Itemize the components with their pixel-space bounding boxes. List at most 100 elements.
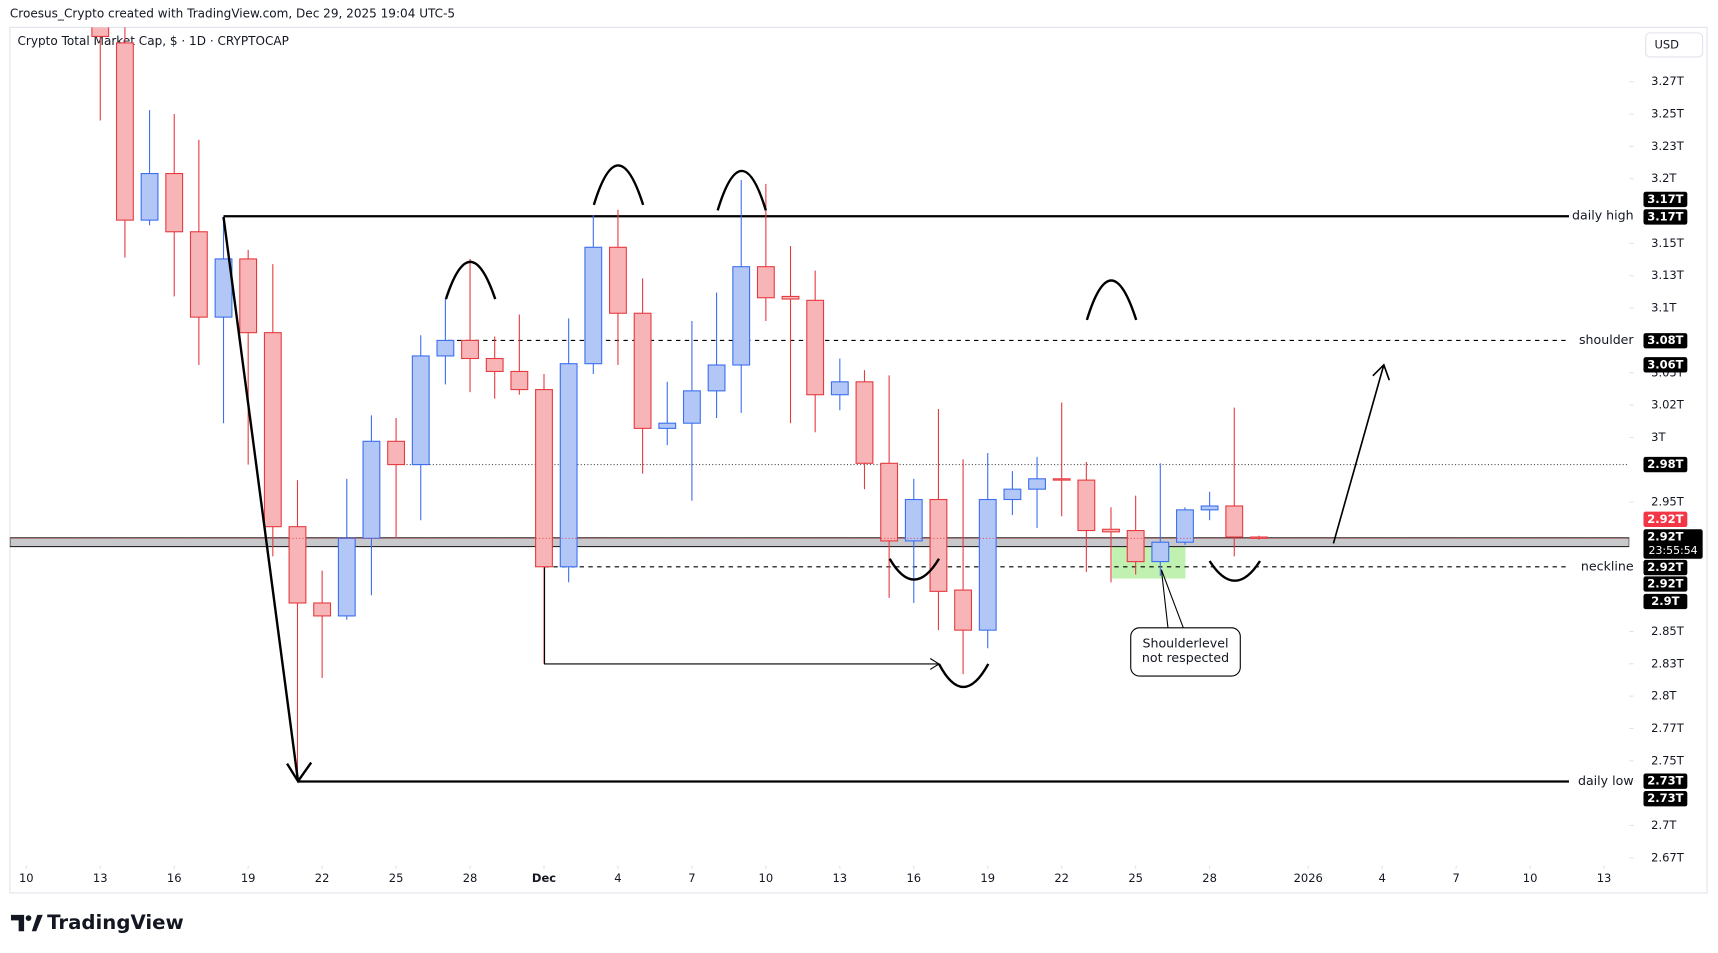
candle-body	[165, 173, 184, 233]
price-badge	[1643, 593, 1688, 610]
x-tick-label: 13	[93, 871, 108, 885]
x-tick-label: 10	[19, 871, 34, 885]
candle-body	[1200, 505, 1219, 511]
price-badge	[1643, 511, 1688, 528]
x-tick-label: 25	[389, 871, 404, 885]
arrow	[543, 567, 941, 670]
x-tick-label: 4	[614, 871, 621, 885]
brand-logo	[10, 914, 43, 932]
brand: TradingView	[47, 911, 184, 934]
x-tick-label: 10	[759, 871, 774, 885]
level-label-bg	[1568, 773, 1635, 790]
candle-body	[756, 266, 775, 299]
candle-body	[387, 440, 406, 466]
candle-body	[609, 246, 627, 314]
y-tick-label: 3.13T	[1651, 268, 1685, 282]
candle-body	[855, 381, 874, 464]
y-tick-label: 3.15T	[1651, 236, 1685, 250]
price-badge	[1643, 529, 1703, 559]
callout-pointer	[1160, 569, 1184, 629]
price-badge-text: 3.06T	[1647, 357, 1683, 371]
candle-body	[978, 498, 997, 631]
arc	[937, 663, 990, 689]
x-tick-label: 13	[1597, 871, 1612, 885]
candle-body	[1151, 541, 1170, 563]
candle-body	[337, 537, 356, 617]
candle-body	[288, 526, 307, 604]
candle-body	[263, 332, 282, 528]
candle-body	[510, 370, 529, 391]
candle-body	[781, 295, 800, 300]
candle-body	[436, 339, 455, 357]
x-tick-label: 28	[1202, 871, 1217, 885]
candle-body	[313, 602, 332, 617]
x-tick-label: 22	[1054, 871, 1069, 885]
price-badge-text: 2.73T	[1647, 774, 1683, 788]
y-tick-label: 2.67T	[1651, 850, 1685, 864]
callout-text: Shoulderlevel	[1142, 636, 1228, 651]
level-label: daily low	[1578, 773, 1634, 788]
y-tick-label: 2.85T	[1651, 624, 1685, 638]
candle-body	[485, 357, 504, 373]
price-badge-text: 3.17T	[1647, 192, 1683, 206]
level-label-bg	[1568, 332, 1635, 349]
price-badge	[1643, 456, 1688, 473]
candle-body	[1052, 478, 1071, 481]
x-tick-label: Dec	[532, 871, 556, 885]
y-tick-label: 3.1T	[1651, 301, 1677, 315]
candle-body	[461, 339, 479, 360]
candle-body	[140, 173, 159, 221]
arc	[444, 260, 497, 300]
x-tick-label: 4	[1379, 871, 1386, 885]
price-badge	[1643, 773, 1688, 789]
currency-button[interactable]	[1645, 32, 1704, 58]
candle-body	[535, 389, 553, 568]
candle-body	[830, 381, 849, 396]
price-badge-text: 2.92T	[1647, 560, 1683, 574]
y-tick-label: 2.8T	[1651, 689, 1677, 703]
x-tick-label: 13	[833, 871, 848, 885]
price-badge-text: 3.17T	[1647, 209, 1683, 223]
price-badge	[1643, 191, 1688, 208]
candle-body	[732, 266, 751, 366]
level-label: shoulder	[1579, 332, 1634, 347]
price-badge	[1643, 576, 1688, 592]
arc	[716, 169, 768, 211]
chart-title: Crypto Total Market Cap, $ · 1D · CRYPTO…	[18, 34, 289, 48]
candle-body	[806, 299, 825, 396]
candle-body	[954, 589, 973, 631]
y-tick-label: 2.77T	[1651, 721, 1685, 735]
price-badge	[1643, 357, 1688, 373]
candle-body	[1003, 488, 1022, 501]
candle-body	[1028, 478, 1046, 490]
level-label-bg	[1568, 208, 1635, 224]
y-tick-label: 2.83T	[1651, 656, 1685, 670]
candle-body	[1176, 509, 1194, 543]
currency[interactable]: USD	[1654, 37, 1679, 51]
candle-body	[880, 462, 899, 542]
candle-body	[929, 498, 948, 592]
arrow	[1332, 363, 1391, 544]
price-badge	[1643, 791, 1688, 807]
price-badge-text: 2.92T	[1647, 512, 1683, 526]
candle-body	[1225, 505, 1244, 538]
chart-frame	[9, 26, 1708, 894]
y-tick-label: 2.95T	[1651, 495, 1685, 509]
y-tick-label: 3T	[1651, 430, 1666, 444]
x-tick-label: 2026	[1294, 871, 1323, 885]
y-tick-label: 3.23T	[1651, 139, 1685, 153]
x-tick-label: 16	[906, 871, 921, 885]
candle-body	[239, 258, 258, 334]
x-tick-label: 28	[463, 871, 478, 885]
candle-body	[91, 27, 110, 37]
price-zone	[9, 537, 1630, 548]
arc	[1085, 279, 1138, 321]
candle-body	[633, 312, 652, 429]
x-tick-label: 7	[1452, 871, 1459, 885]
x-tick-label: 19	[980, 871, 995, 885]
x-tick-label: 7	[688, 871, 695, 885]
price-badge	[1643, 209, 1688, 225]
y-tick-label: 3.25T	[1651, 107, 1685, 121]
arc	[592, 164, 645, 206]
